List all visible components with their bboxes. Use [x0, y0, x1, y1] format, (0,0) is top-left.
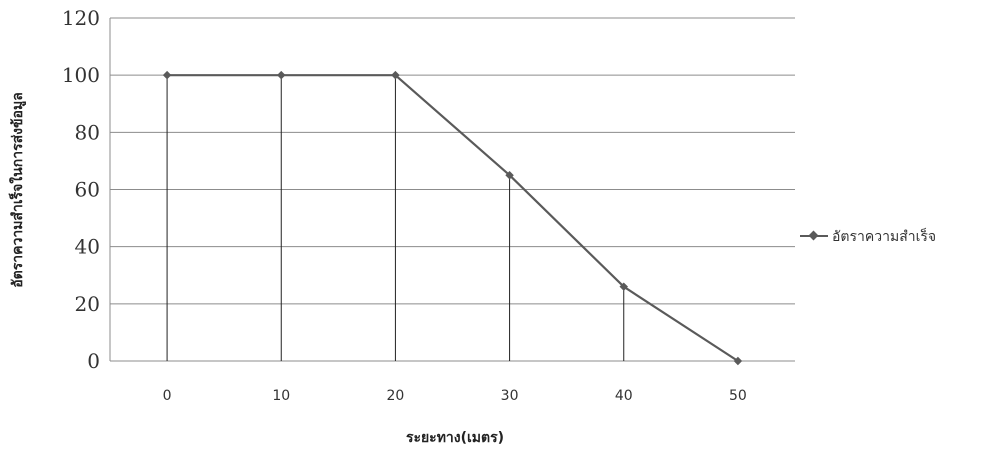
x-tick-label-30: 30 — [501, 388, 519, 404]
y-axis-ticks: 0 20 40 60 80 100 120 — [62, 6, 100, 373]
legend-entry: อัตราความสำเร็จ — [832, 227, 936, 245]
series-group — [162, 70, 743, 366]
y-tick-label-20: 20 — [75, 292, 100, 316]
x-tick-label-50: 50 — [729, 388, 747, 404]
legend: อัตราความสำเร็จ — [800, 227, 936, 245]
legend-marker — [808, 230, 819, 241]
y-tick-label-120: 120 — [62, 6, 100, 30]
x-axis-ticks: 0 10 20 30 40 50 — [163, 388, 747, 404]
data-point-30 — [505, 170, 514, 180]
y-tick-label-40: 40 — [75, 235, 100, 259]
data-point-0 — [162, 70, 172, 80]
y-tick-label-80: 80 — [75, 120, 100, 144]
data-point-50 — [733, 356, 743, 366]
y-axis-label: อัตราความสำเร็จในการส่งข้อมูล — [8, 92, 26, 288]
data-point-20 — [391, 70, 400, 80]
drop-lines — [166, 75, 625, 361]
y-tick-label-100: 100 — [62, 63, 100, 87]
gridlines — [109, 17, 795, 362]
x-tick-label-40: 40 — [615, 388, 633, 404]
x-tick-label-20: 20 — [387, 388, 405, 404]
data-point-40 — [619, 282, 628, 291]
y-tick-label-0: 0 — [87, 349, 100, 373]
x-tick-label-10: 10 — [272, 388, 290, 404]
series-line-0 — [167, 74, 739, 362]
y-tick-label-60: 60 — [75, 178, 100, 202]
data-point-10 — [277, 70, 286, 80]
x-tick-label-0: 0 — [163, 388, 172, 404]
x-axis-label: ระยะทาง(เมตร) — [406, 430, 504, 446]
